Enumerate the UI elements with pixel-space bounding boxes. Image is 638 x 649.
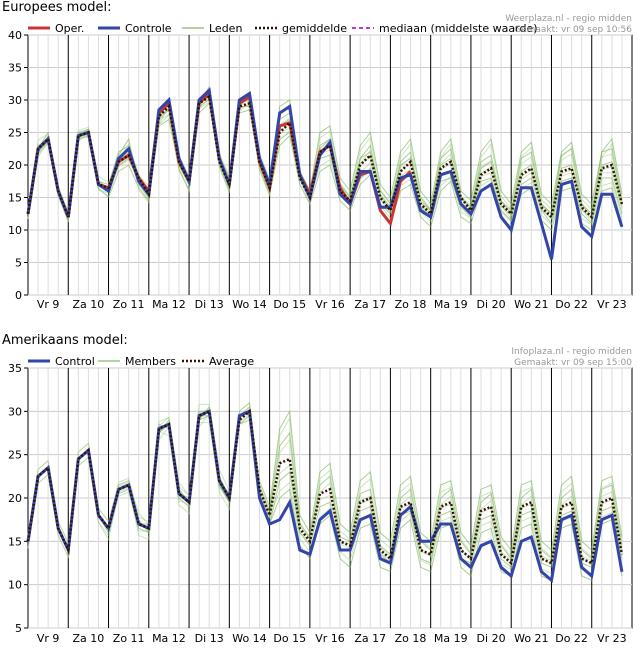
y-tick-label: 25	[8, 449, 22, 462]
series-line-average	[26, 408, 624, 566]
credit-source: Weerplaza.nl - regio midden	[505, 14, 632, 24]
member-line	[27, 405, 623, 552]
x-tick-label: Do 15	[273, 298, 306, 311]
x-tick-label: Wo 14	[232, 632, 266, 645]
x-tick-label: Wo 21	[514, 632, 548, 645]
x-tick-label: Vr 9	[37, 298, 60, 311]
member-line	[27, 410, 623, 582]
legend-label: mediaan (middelste waarde)	[379, 22, 537, 35]
y-tick-label: 15	[8, 535, 22, 548]
y-tick-label: 15	[8, 192, 22, 205]
x-tick-label: Vr 16	[315, 298, 345, 311]
x-tick-label: Zo 18	[395, 298, 427, 311]
y-tick-label: 0	[15, 289, 22, 302]
legend-label: Controle	[125, 22, 172, 35]
member-line	[27, 90, 623, 221]
y-tick-label: 30	[8, 94, 22, 107]
y-tick-label: 5	[15, 257, 22, 270]
x-tick-label: Di 13	[195, 632, 224, 645]
y-tick-label: 30	[8, 405, 22, 418]
x-tick-label: Vr 16	[315, 632, 345, 645]
legend-label: Leden	[209, 22, 242, 35]
x-tick-label: Za 17	[354, 298, 386, 311]
member-line	[27, 99, 623, 225]
x-tick-label: Zo 11	[113, 298, 145, 311]
x-tick-label: Di 20	[477, 632, 506, 645]
x-tick-label: Vr 23	[597, 632, 627, 645]
y-tick-label: 25	[8, 127, 22, 140]
credit-created: Gemaakt: vr 09 sep 15:00	[514, 358, 632, 368]
chart-title-european: Europees model:	[2, 0, 112, 15]
member-line	[27, 93, 623, 220]
member-line	[27, 407, 623, 562]
y-tick-label: 20	[8, 159, 22, 172]
x-tick-label: Di 20	[477, 298, 506, 311]
legend-label: Average	[209, 355, 254, 368]
x-tick-label: Za 17	[354, 632, 386, 645]
x-tick-label: Wo 14	[232, 298, 266, 311]
x-tick-label: Do 22	[555, 298, 588, 311]
member-line	[27, 102, 623, 231]
x-tick-label: Do 15	[273, 632, 306, 645]
y-tick-label: 35	[8, 62, 22, 75]
x-tick-label: Za 10	[73, 632, 105, 645]
x-tick-label: Ma 12	[152, 632, 186, 645]
x-tick-label: Za 10	[73, 298, 105, 311]
x-tick-label: Wo 21	[514, 298, 548, 311]
x-tick-label: Ma 12	[152, 298, 186, 311]
x-tick-label: Di 13	[195, 298, 224, 311]
member-line	[27, 408, 623, 567]
x-tick-label: Vr 23	[597, 298, 627, 311]
x-tick-label: Ma 19	[434, 298, 468, 311]
member-line	[27, 95, 623, 219]
chart-title-american: Amerikaans model:	[2, 333, 128, 348]
legend-label: gemiddelde	[282, 22, 347, 35]
member-line	[27, 412, 623, 559]
x-tick-label: Do 22	[555, 632, 588, 645]
legend-label: Control	[55, 355, 95, 368]
series-line-average	[26, 94, 624, 220]
y-tick-label: 40	[8, 29, 22, 42]
member-line	[27, 403, 623, 575]
y-tick-label: 10	[8, 224, 22, 237]
y-tick-label: 35	[8, 362, 22, 375]
x-tick-label: Zo 11	[113, 632, 145, 645]
x-tick-label: Vr 9	[37, 632, 60, 645]
legend-label: Oper.	[55, 22, 84, 35]
credit-created: Gemaakt: vr 09 sep 10:56	[514, 25, 632, 35]
x-tick-label: Ma 19	[434, 632, 468, 645]
member-line	[27, 85, 623, 216]
credit-source: Infoplaza.nl - regio midden	[511, 347, 632, 357]
y-tick-label: 10	[8, 579, 22, 592]
y-tick-label: 5	[15, 622, 22, 635]
y-tick-label: 20	[8, 492, 22, 505]
legend-label: Members	[125, 355, 176, 368]
x-tick-label: Zo 18	[395, 632, 427, 645]
